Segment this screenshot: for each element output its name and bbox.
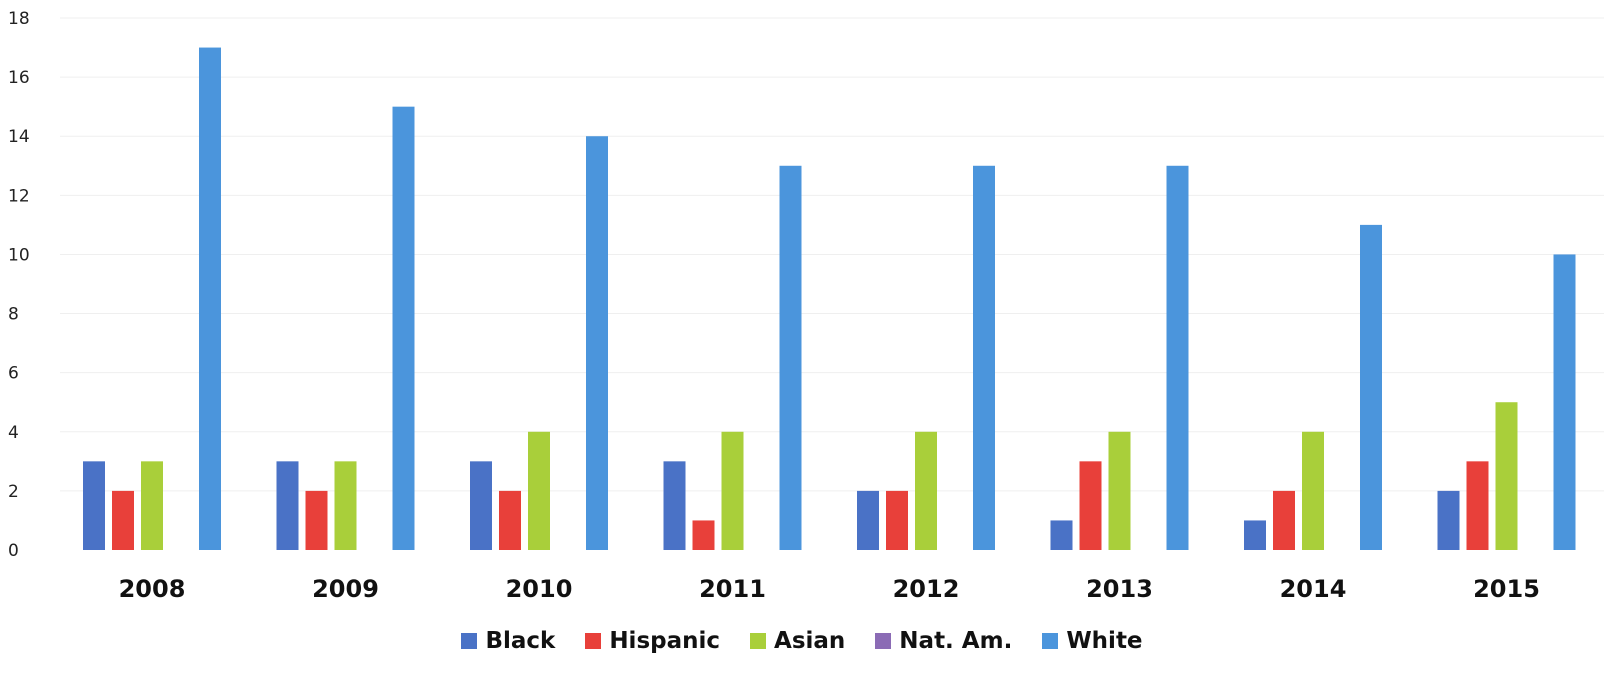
bar-black-2010 [470, 461, 492, 550]
y-axis-ticks: 0 2 4 6 8 10 12 14 16 18 [8, 9, 30, 561]
y-tick-label: 8 [8, 305, 19, 325]
bar-asian-2011 [721, 431, 744, 550]
bar-black-2011 [663, 461, 686, 550]
bar-hispanic-2015 [1466, 461, 1489, 550]
bar-black-2015 [1437, 490, 1460, 550]
y-tick-label: 6 [8, 364, 19, 384]
bar-hispanic-2011 [692, 520, 715, 550]
bar-white-2008 [199, 47, 221, 551]
bar-asian-2014 [1302, 431, 1324, 550]
legend-swatch [875, 633, 892, 649]
bar-asian-2015 [1495, 402, 1518, 550]
y-tick-label: 2 [8, 482, 19, 502]
x-category-label: 2009 [312, 575, 379, 603]
bar-white-2010 [586, 136, 608, 550]
legend-item: White [1042, 628, 1143, 654]
legend-swatch [750, 633, 767, 649]
bar-black-2012 [857, 490, 879, 550]
legend-label: Hispanic [609, 628, 721, 654]
legend: Black Hispanic Asian Nat. Am. White [0, 628, 1604, 654]
bar-hispanic-2013 [1079, 461, 1102, 550]
x-category-label: 2013 [1086, 575, 1153, 603]
legend-swatch [461, 633, 478, 649]
bar-asian-2009 [334, 461, 357, 550]
bar-black-2008 [83, 461, 105, 550]
bar-asian-2010 [528, 431, 550, 550]
bar-hispanic-2008 [112, 490, 134, 550]
bar-hispanic-2009 [305, 490, 328, 550]
bar-black-2014 [1244, 520, 1266, 550]
gridlines [60, 17, 1604, 492]
y-tick-label: 4 [8, 423, 19, 443]
bar-hispanic-2010 [499, 490, 521, 550]
x-category-label: 2011 [699, 575, 766, 603]
x-category-label: 2010 [506, 575, 573, 603]
bars [83, 47, 1576, 551]
bar-asian-2013 [1108, 431, 1131, 550]
bar-white-2011 [779, 165, 802, 550]
x-category-label: 2014 [1280, 575, 1347, 603]
legend-item: Black [461, 628, 555, 654]
bar-asian-2008 [141, 461, 163, 550]
y-tick-label: 10 [8, 245, 30, 265]
bar-white-2015 [1553, 254, 1576, 550]
legend-swatch [1042, 633, 1059, 649]
legend-item: Hispanic [585, 628, 720, 654]
y-tick-label: 0 [8, 541, 19, 561]
legend-swatch [585, 633, 602, 649]
bar-hispanic-2012 [886, 490, 908, 550]
bar-white-2009 [392, 106, 415, 551]
bar-white-2013 [1166, 165, 1189, 550]
y-tick-label: 14 [8, 127, 30, 147]
x-axis-categories: 2008 2009 2010 2011 2012 2013 2014 2015 [119, 575, 1540, 603]
bar-white-2014 [1360, 224, 1382, 550]
legend-label: Asian [774, 628, 846, 654]
bar-asian-2012 [915, 431, 937, 550]
y-tick-label: 16 [8, 68, 30, 88]
bar-black-2013 [1050, 520, 1073, 550]
legend-item: Asian [750, 628, 845, 654]
legend-label: Black [485, 628, 556, 654]
x-category-label: 2008 [119, 575, 186, 603]
legend-label: White [1066, 628, 1143, 654]
bar-black-2009 [276, 461, 299, 550]
bar-white-2012 [973, 165, 995, 550]
x-category-label: 2012 [893, 575, 960, 603]
x-category-label: 2015 [1473, 575, 1540, 603]
y-tick-label: 18 [8, 9, 30, 29]
legend-item: Nat. Am. [875, 628, 1012, 654]
bar-hispanic-2014 [1273, 490, 1295, 550]
legend-label: Nat. Am. [899, 628, 1013, 654]
y-tick-label: 12 [8, 186, 30, 206]
